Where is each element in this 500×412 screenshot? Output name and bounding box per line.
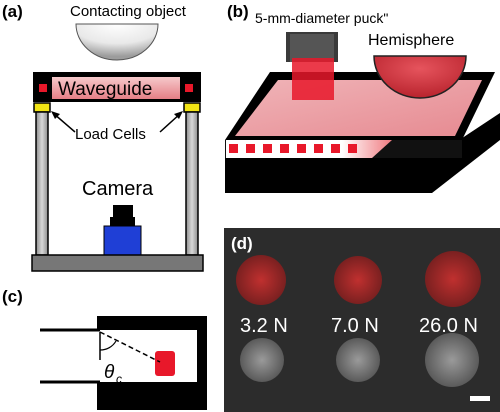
arrow-right-head — [174, 111, 183, 119]
force-label-1: 3.2 N — [240, 315, 288, 337]
led-left — [39, 84, 47, 92]
load-cell-left — [33, 102, 51, 113]
theta-subscript: c — [116, 372, 122, 386]
ray-line — [99, 331, 161, 363]
grey-contact-1 — [240, 338, 284, 382]
panel-b-label: (b) — [227, 2, 249, 21]
puck-label: 5-mm-diameter puck" — [255, 10, 388, 26]
panel-d-label: (d) — [231, 234, 253, 253]
waveguide — [52, 77, 180, 99]
led-source — [155, 351, 175, 376]
panel-d: (d) 3.2 N 7.0 N 26.0 N — [224, 228, 500, 412]
camera-lens — [113, 205, 133, 217]
waveguide-base — [225, 113, 500, 193]
force-label-3: 26.0 N — [419, 315, 478, 337]
panel-c: (c) θ c — [2, 287, 207, 410]
arrow-left-head — [51, 111, 60, 119]
red-contact-2 — [334, 256, 382, 304]
contacting-object-label: Contacting object — [70, 3, 187, 20]
grey-contact-3 — [425, 333, 479, 387]
angle-arc — [99, 340, 117, 351]
contacting-object-dome — [75, 23, 159, 61]
leds-label: LEDs — [232, 171, 291, 198]
scale-bar — [470, 396, 490, 401]
pillar-left — [35, 111, 49, 256]
grey-contact-2 — [336, 338, 380, 382]
load-cell-right — [183, 102, 201, 113]
base — [31, 254, 204, 272]
panel-b: (b) 5-mm-diameter puck" Hemisphere LEDs — [225, 2, 500, 198]
puck — [292, 58, 334, 100]
hemisphere — [373, 55, 467, 99]
hemisphere-label: Hemisphere — [368, 32, 454, 49]
waveguide-label: Waveguide — [58, 79, 152, 100]
puck-holder-shade — [290, 34, 334, 62]
theta-symbol: θ — [104, 362, 115, 383]
red-contact-3 — [425, 251, 481, 307]
pillar-right — [185, 111, 199, 256]
camera-body — [103, 225, 142, 256]
camera-mount — [110, 217, 135, 227]
led-row — [229, 144, 357, 153]
led-right — [185, 84, 193, 92]
force-label-2: 7.0 N — [331, 315, 379, 337]
panel-a-label: (a) — [2, 2, 23, 21]
camera-label: Camera — [82, 178, 154, 200]
panel-a: (a) Contacting object Waveguide Load Cel… — [2, 2, 204, 272]
red-contact-1 — [236, 255, 286, 305]
panel-c-label: (c) — [2, 287, 23, 306]
load-cells-label: Load Cells — [75, 126, 146, 143]
